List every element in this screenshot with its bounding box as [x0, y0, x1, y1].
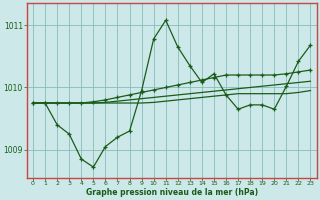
- X-axis label: Graphe pression niveau de la mer (hPa): Graphe pression niveau de la mer (hPa): [86, 188, 258, 197]
